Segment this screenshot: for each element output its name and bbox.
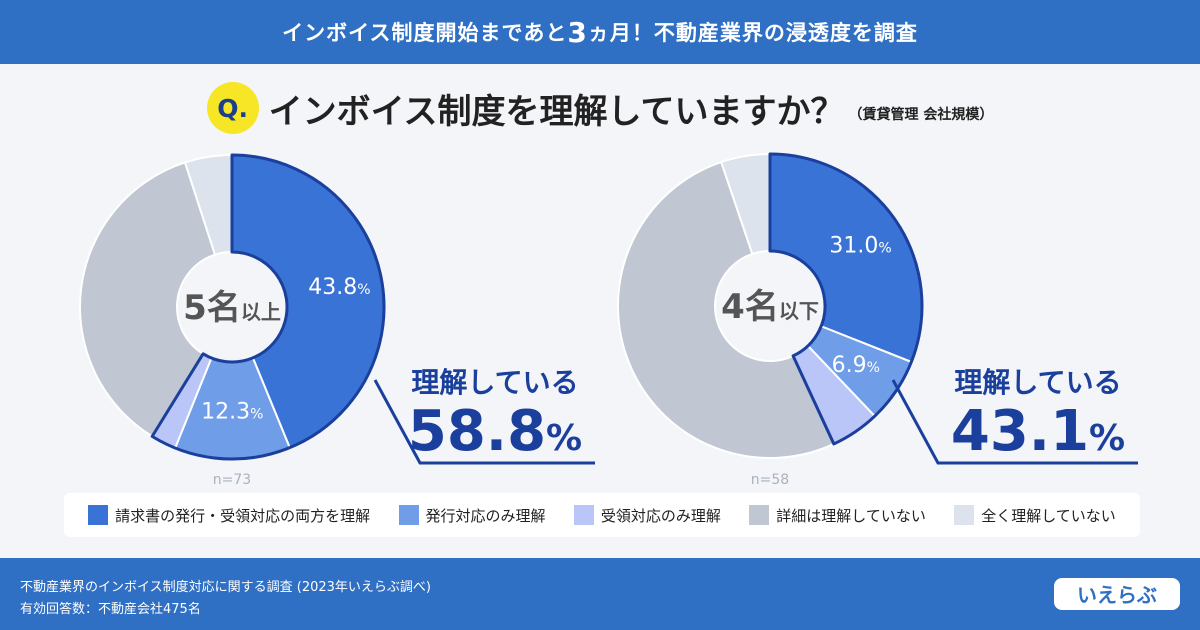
slice-shousai-not (79, 161, 217, 438)
legend-item: 全く理解していない (954, 505, 1116, 526)
banner-months-number: 3 (567, 15, 588, 49)
legend-item: 発行対応のみ理解 (398, 505, 546, 526)
callout-title: 理解している (954, 366, 1121, 399)
legend-swatch (573, 505, 594, 525)
sample-size-label: n=73 (213, 472, 251, 488)
sample-size-label: n=58 (751, 472, 789, 488)
logo-text: いえらぶ (1077, 583, 1157, 607)
q-badge: Q. (206, 82, 259, 134)
banner-text-post: ヵ月！不動産業界の浸透度を調査 (587, 21, 918, 45)
footer-survey-title: 不動産業界のインボイス制度対応に関する調査 (2023年いえらぶ調べ) (20, 580, 431, 595)
legend-label: 全く理解していない (981, 506, 1116, 525)
question-heading: Q. インボイス制度を理解していますか？ （賃貸管理 会社規模） (0, 78, 1200, 138)
banner-text-pre: インボイス制度開始まであと (282, 21, 568, 45)
legend-item: 詳細は理解していない (749, 505, 926, 526)
legend-label: 受領対応のみ理解 (600, 506, 721, 525)
legend-swatch (398, 505, 419, 525)
understanding-highlight-outline (768, 152, 924, 446)
top-banner: インボイス制度開始まであと 3 ヵ月！不動産業界の浸透度を調査 (0, 0, 1200, 64)
legend-label: 発行対応のみ理解 (425, 506, 546, 525)
callout-percentage: 43.1% (951, 399, 1125, 464)
center-group-label: 5名以上 (183, 288, 281, 328)
legend: 請求書の発行・受領対応の両方を理解 発行対応のみ理解 受領対応のみ理解 詳細は理… (64, 493, 1140, 537)
slice-shousai-not (617, 160, 836, 459)
legend-swatch (749, 505, 770, 525)
legend-item: 受領対応のみ理解 (573, 505, 721, 526)
legend-label: 詳細は理解していない (776, 506, 926, 525)
slice-value-label: 43.8% (308, 275, 370, 300)
legend-swatch (88, 505, 109, 525)
understanding-highlight-outline (150, 153, 386, 461)
question-note: （賃貸管理 会社規模） (848, 107, 994, 123)
footer-respondents: 有効回答数：不動産会社475名 (20, 602, 201, 617)
slice-value-label: 31.0% (829, 233, 891, 258)
legend-label: 請求書の発行・受領対応の両方を理解 (115, 506, 371, 525)
legend-item: 請求書の発行・受領対応の両方を理解 (88, 505, 370, 526)
legend-swatch (954, 505, 975, 525)
slice-value-label: 12.3% (201, 399, 263, 424)
callout-title: 理解している (411, 366, 578, 399)
ierabu-logo: いえらぶ (1054, 578, 1180, 610)
question-text: インボイス制度を理解していますか？ (268, 91, 845, 132)
callout-leader-line (891, 379, 1138, 465)
callout-leader-line (373, 379, 595, 465)
slice-value-label: 6.9% (832, 353, 880, 378)
center-group-label: 4名以下 (721, 287, 819, 327)
callout-percentage: 58.8% (408, 399, 582, 464)
footer: 不動産業界のインボイス制度対応に関する調査 (2023年いえらぶ調べ) 有効回答… (0, 558, 1200, 630)
